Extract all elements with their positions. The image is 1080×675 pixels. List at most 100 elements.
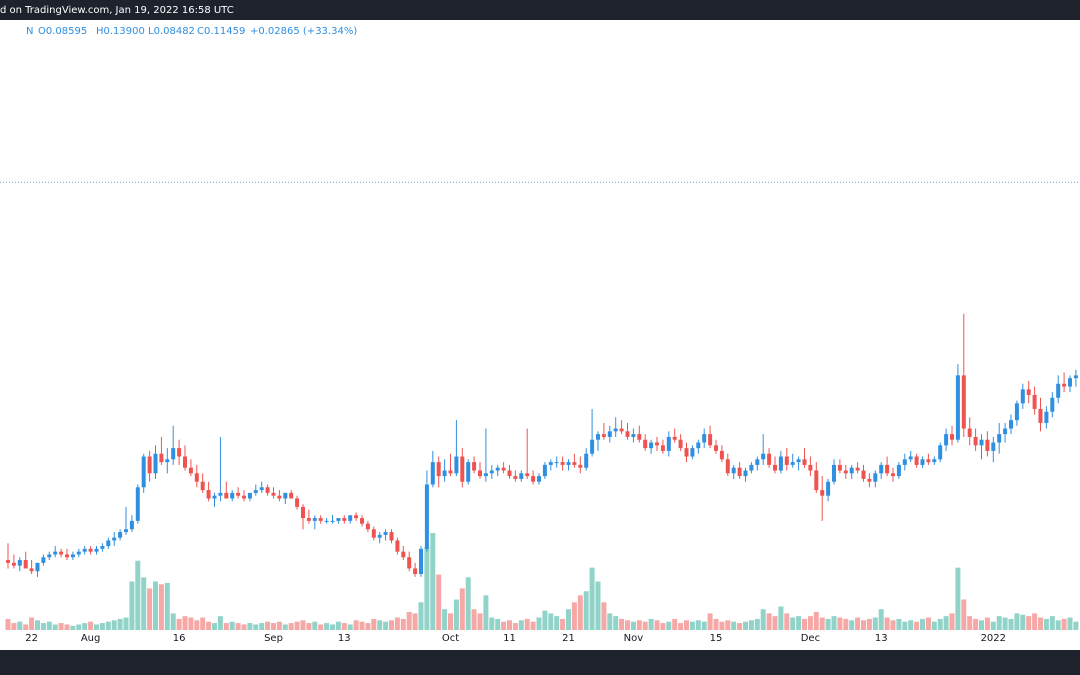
candle-body: [495, 467, 500, 471]
volume-bar: [819, 617, 825, 630]
volume-bar: [99, 623, 105, 630]
candle-body: [967, 428, 972, 437]
volume-bar: [802, 618, 807, 630]
candle-body: [153, 453, 158, 474]
candle-body: [997, 434, 1002, 443]
volume-bar: [630, 621, 636, 630]
volume-bar: [23, 624, 29, 630]
candle-body: [808, 464, 813, 471]
volume-bar: [229, 621, 235, 630]
candle-body: [336, 518, 341, 521]
candle-body: [867, 478, 872, 482]
candle-body: [188, 467, 193, 474]
candle-body: [519, 473, 524, 479]
candle-body: [171, 448, 176, 460]
ohlc-legend: +0.02865 (+33.34%): [250, 26, 357, 37]
candle-body: [1020, 389, 1025, 404]
volume-bar: [501, 621, 507, 630]
volume-bar: [123, 617, 129, 630]
candle-body: [649, 442, 654, 449]
candle-body: [206, 490, 211, 499]
volume-bar: [772, 616, 778, 630]
volume-bar: [725, 620, 731, 630]
candle-body: [401, 551, 406, 558]
volume-bar: [341, 623, 347, 630]
volume-bar: [648, 618, 654, 630]
candle-body: [389, 532, 394, 541]
candle-body: [955, 375, 960, 440]
volume-bar: [790, 617, 796, 630]
volume-bar: [996, 616, 1002, 630]
candle-body: [324, 520, 329, 522]
candle-body: [183, 456, 187, 468]
volume-bar: [353, 620, 359, 630]
candle-body: [47, 554, 52, 558]
volume-bar: [601, 602, 607, 630]
volume-bar: [29, 617, 35, 630]
candle-body: [65, 554, 69, 558]
candle-body: [141, 456, 146, 488]
volume-bar: [1026, 616, 1032, 630]
candle-body: [424, 484, 429, 549]
volume-bar: [607, 613, 613, 630]
volume-bar: [241, 624, 247, 630]
volume-bar: [188, 617, 194, 630]
candle-body: [11, 562, 16, 566]
volume-bar: [583, 591, 589, 630]
volume-bar: [737, 623, 743, 630]
candle-body: [637, 434, 642, 440]
volume-bar: [548, 613, 554, 630]
candle-body: [1038, 408, 1043, 423]
candle-body: [35, 562, 40, 572]
volume-bar: [1014, 613, 1020, 630]
volume-bar: [743, 621, 748, 630]
candle-body: [985, 439, 990, 451]
volume-bar: [212, 623, 217, 630]
volume-bar: [778, 606, 784, 630]
volume-bar: [542, 610, 548, 630]
volume-bar: [530, 621, 536, 630]
volume-bar: [849, 620, 855, 630]
volume-bar: [483, 595, 489, 630]
volume-bar: [176, 618, 182, 630]
volume-bar: [837, 617, 843, 630]
volume-bar: [465, 577, 471, 630]
volume-bar: [300, 620, 306, 630]
volume-bar: [890, 620, 896, 630]
volume-bar: [389, 620, 394, 630]
volume-bar: [689, 621, 695, 630]
candle-body: [94, 548, 99, 552]
volume-bar: [141, 577, 147, 630]
volume-bar: [147, 588, 153, 630]
candle-body: [253, 490, 258, 493]
candle-body: [177, 448, 182, 457]
candle-body: [194, 473, 199, 482]
volume-bar: [412, 613, 418, 630]
volume-bar: [117, 618, 123, 630]
volume-bar: [418, 602, 424, 630]
volume-bar: [760, 609, 766, 630]
volume-bar: [294, 621, 300, 630]
candle-body: [655, 442, 659, 446]
volume-bar: [878, 609, 884, 630]
candle-body: [560, 462, 565, 465]
candle-body: [796, 459, 801, 463]
candle-body: [218, 492, 223, 496]
volume-bar: [253, 624, 259, 630]
volume-bar: [625, 620, 630, 630]
candle-body: [814, 470, 819, 491]
volume-bar: [518, 620, 524, 630]
volume-bar: [937, 618, 943, 630]
candle-body: [224, 492, 229, 499]
candle-body: [513, 476, 518, 479]
candle-body: [908, 456, 913, 460]
candle-body: [861, 470, 866, 479]
candle-body: [991, 442, 996, 451]
candle-body: [118, 532, 123, 538]
volume-bar: [861, 620, 866, 630]
candle-body: [419, 548, 423, 575]
volume-bar: [306, 623, 312, 630]
volume-bar: [158, 584, 164, 630]
candle-body: [236, 492, 241, 496]
volume-bar: [666, 621, 672, 630]
